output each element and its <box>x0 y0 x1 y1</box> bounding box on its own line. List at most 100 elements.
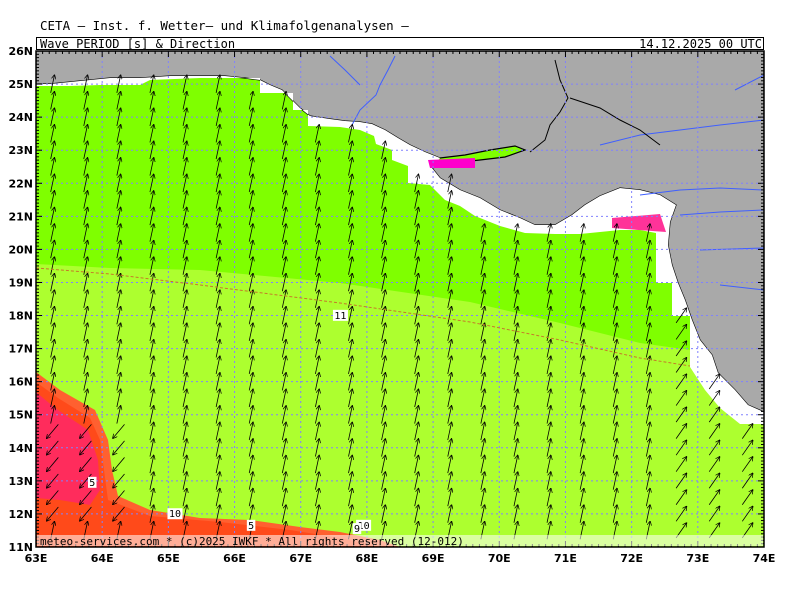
wave-direction-arrow <box>612 340 617 358</box>
wave-direction-arrow <box>708 457 719 472</box>
wave-direction-arrow <box>513 422 518 441</box>
wave-direction-arrow <box>113 506 125 521</box>
swell-pink-zone <box>36 392 100 505</box>
wave-direction-arrow <box>281 439 286 457</box>
wave-direction-arrow <box>513 389 518 408</box>
wave-direction-arrow <box>149 158 154 176</box>
wave-direction-arrow <box>315 290 319 308</box>
wave-direction-arrow <box>447 323 452 341</box>
wave-direction-arrow <box>645 489 650 507</box>
wave-direction-arrow <box>215 373 220 391</box>
wave-direction-arrow <box>381 191 386 209</box>
wave-direction-arrow <box>182 257 187 275</box>
wave-direction-arrow <box>579 373 584 391</box>
wave-direction-arrow <box>414 456 419 474</box>
wave-direction-arrow <box>480 307 485 325</box>
wave-direction-arrow <box>281 505 286 523</box>
wave-direction-arrow <box>80 457 92 471</box>
wave-direction-arrow <box>348 456 352 474</box>
copyright-bar <box>37 535 763 546</box>
wave-direction-arrow <box>83 92 88 110</box>
wave-direction-arrow <box>248 340 253 358</box>
wave-direction-arrow <box>149 356 154 375</box>
lon-label: 74E <box>753 552 776 565</box>
lat-label: 24N <box>8 111 33 124</box>
wave-direction-arrow <box>215 456 220 474</box>
wave-direction-arrow <box>645 505 650 523</box>
wave-direction-arrow <box>348 472 352 490</box>
wave-direction-arrow <box>113 457 125 471</box>
wave-direction-arrow <box>50 356 55 375</box>
wave-direction-arrow <box>248 174 253 193</box>
lat-label: 25N <box>8 78 33 91</box>
wave-direction-arrow <box>480 373 485 391</box>
wave-direction-arrow <box>182 141 187 160</box>
wave-direction-arrow <box>281 108 286 127</box>
copyright-text: meteo-services.com * (c)2025 IWKF * All … <box>40 535 464 548</box>
wave-direction-arrow <box>281 356 286 375</box>
wave-direction-arrow <box>381 472 386 490</box>
wave-direction-arrow <box>645 307 650 325</box>
wave-direction-arrow <box>281 340 286 358</box>
wave-direction-arrow <box>381 158 386 176</box>
wave-direction-arrow <box>675 374 686 390</box>
wave-direction-arrow <box>480 224 485 242</box>
wave-direction-arrow <box>50 389 55 408</box>
wave-direction-arrow <box>149 389 154 408</box>
wave-direction-arrow <box>348 191 352 209</box>
wave-direction-arrow <box>381 141 386 160</box>
wave-direction-arrow <box>414 505 419 523</box>
wave-direction-arrow <box>182 158 187 176</box>
contour-label-bg <box>332 309 348 321</box>
wave-direction-arrow <box>83 406 88 424</box>
wave-direction-arrow <box>513 373 518 391</box>
lat-label: 22N <box>8 177 33 190</box>
wave-direction-arrow <box>348 323 352 341</box>
wave-direction-arrow <box>315 489 319 507</box>
lat-label: 20N <box>8 243 33 256</box>
wave-direction-arrow <box>50 224 55 242</box>
wave-direction-arrow <box>546 307 551 325</box>
wave-direction-arrow <box>579 274 584 292</box>
wave-direction-arrow <box>414 257 419 275</box>
wave-direction-arrow <box>546 439 551 457</box>
wave-direction-arrow <box>215 174 220 193</box>
wave-direction-arrow <box>116 141 121 160</box>
wave-direction-arrow <box>182 356 187 375</box>
wave-direction-arrow <box>116 208 121 226</box>
wave-direction-arrow <box>741 440 752 456</box>
wave-direction-arrow <box>645 274 650 292</box>
wave-direction-arrow <box>645 224 650 242</box>
wave-direction-arrows <box>47 75 753 540</box>
wave-direction-arrow <box>215 389 220 408</box>
wave-direction-arrow <box>113 440 125 455</box>
wave-direction-arrow <box>113 473 125 488</box>
lat-label: 12N <box>8 508 33 521</box>
page-title: CETA – Inst. f. Wetter– und Klimafolgena… <box>40 18 409 33</box>
wave-direction-arrow <box>116 257 121 275</box>
wave-direction-arrow <box>215 472 220 490</box>
wave-direction-arrow <box>149 323 154 341</box>
wave-direction-arrow <box>708 391 719 406</box>
wave-direction-arrow <box>315 373 319 391</box>
wave-direction-arrow <box>248 472 253 490</box>
wave-direction-arrow <box>281 174 286 193</box>
wave-direction-arrow <box>149 456 154 474</box>
wave-direction-arrow <box>579 257 584 275</box>
wave-direction-arrow <box>645 257 650 275</box>
wave-direction-arrow <box>215 208 220 226</box>
wave-direction-arrow <box>215 224 220 242</box>
wave-direction-arrow <box>248 141 253 160</box>
wave-direction-arrow <box>149 208 154 226</box>
wave-direction-arrow <box>248 241 253 259</box>
wave-direction-arrow <box>414 208 419 226</box>
wave-direction-arrow <box>50 274 55 292</box>
wave-direction-arrow <box>50 108 55 127</box>
wave-direction-arrow <box>348 389 352 408</box>
wave-direction-arrow <box>281 241 286 259</box>
wave-direction-arrow <box>675 407 686 423</box>
wave-direction-arrow <box>50 174 55 193</box>
wave-direction-arrow <box>182 191 187 209</box>
wave-direction-arrow <box>182 108 187 127</box>
